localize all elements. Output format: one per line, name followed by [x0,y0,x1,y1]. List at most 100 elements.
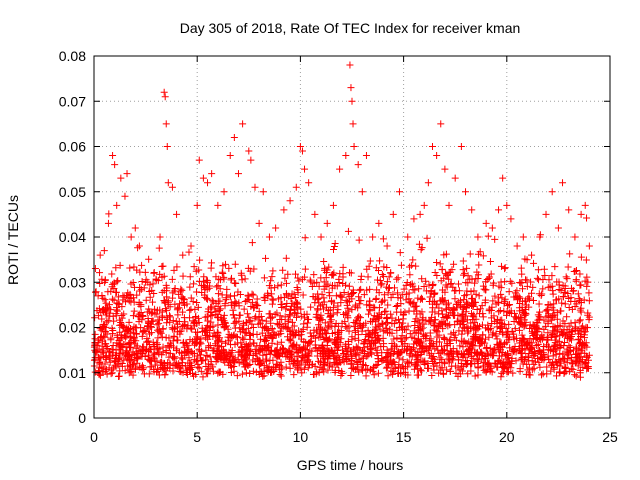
scatter-point [400,285,408,293]
scatter-point [297,305,305,313]
scatter-point [107,370,115,378]
scatter-point [516,346,524,354]
scatter-point [163,284,171,292]
scatter-point [138,316,146,324]
scatter-point [482,219,490,227]
scatter-point [458,330,466,338]
scatter-point [443,313,451,321]
scatter-point [111,279,119,287]
scatter-point [346,269,354,277]
scatter-point [287,330,295,338]
scatter-point [232,333,240,341]
scatter-point [425,318,433,326]
scatter-point [525,364,533,372]
scatter-point [518,306,526,314]
scatter-point [443,301,451,309]
scatter-point [512,348,520,356]
scatter-point [535,313,543,321]
scatter-point [544,300,552,308]
scatter-point [162,120,170,128]
scatter-point [158,262,166,270]
scatter-point [142,278,150,286]
scatter-point [100,247,108,255]
scatter-point [339,273,347,281]
scatter-point [109,342,117,350]
scatter-point [524,342,532,350]
scatter-point [479,313,487,321]
scatter-point [542,341,550,349]
scatter-point [172,361,180,369]
scatter-point [120,310,128,318]
scatter-point [296,143,304,150]
scatter-point [538,371,546,379]
scatter-point [472,349,480,357]
scatter-point [454,280,462,288]
scatter-point [96,358,104,366]
scatter-point [153,339,161,347]
scatter-point [460,317,468,325]
scatter-point [565,206,573,214]
scatter-point [140,327,148,335]
scatter-point [151,351,159,359]
scatter-point [493,335,501,343]
scatter-point [474,364,482,372]
scatter-point [288,299,296,307]
scatter-point [252,300,260,308]
scatter-point [150,343,158,351]
y-tick-label: 0.07 [59,93,86,109]
scatter-point [323,219,331,227]
scatter-point [578,345,586,353]
scatter-point [492,360,500,368]
scatter-point [129,371,137,379]
scatter-point [114,355,122,363]
scatter-point [207,361,215,369]
scatter-point [583,364,591,372]
scatter-point [225,361,233,369]
scatter-point [559,179,567,187]
scatter-point [583,273,591,281]
scatter-point [163,143,171,150]
scatter-point [315,333,323,341]
scatter-point [212,299,220,307]
scatter-point [119,323,127,331]
scatter-point [277,300,285,308]
scatter-point [231,354,239,362]
scatter-point [369,233,377,241]
scatter-point [460,337,468,345]
scatter-point [305,352,313,360]
scatter-point [337,335,345,343]
scatter-point [109,152,117,160]
y-axis-tick-labels: 0 0.01 0.02 0.03 0.04 0.05 0.06 0.07 0.08 [59,48,86,426]
scatter-point [185,362,193,370]
scatter-point [410,327,418,335]
scatter-point [431,290,439,298]
scatter-point [273,340,281,348]
scatter-point [548,188,556,196]
scatter-point [368,350,376,358]
scatter-point [571,233,579,241]
scatter-point [510,293,518,301]
scatter-point [259,188,267,196]
scatter-point [195,156,203,164]
scatter-point [397,261,405,269]
scatter-point [334,322,342,330]
scatter-point [127,280,135,288]
scatter-point [413,356,421,364]
scatter-point [551,263,559,271]
scatter-point [311,299,319,307]
scatter-point [255,361,263,369]
scatter-point [150,365,158,373]
scatter-point [448,266,456,274]
scatter-point [213,283,221,291]
scatter-point [416,295,424,303]
scatter-point [173,361,181,369]
scatter-point [202,369,210,377]
scatter-point [204,179,212,187]
y-tick-label: 0.03 [59,274,86,290]
x-tick-label: 20 [499,429,515,445]
scatter-point [282,305,290,313]
scatter-point [383,242,391,250]
scatter-point [186,273,194,281]
scatter-point [571,267,579,275]
